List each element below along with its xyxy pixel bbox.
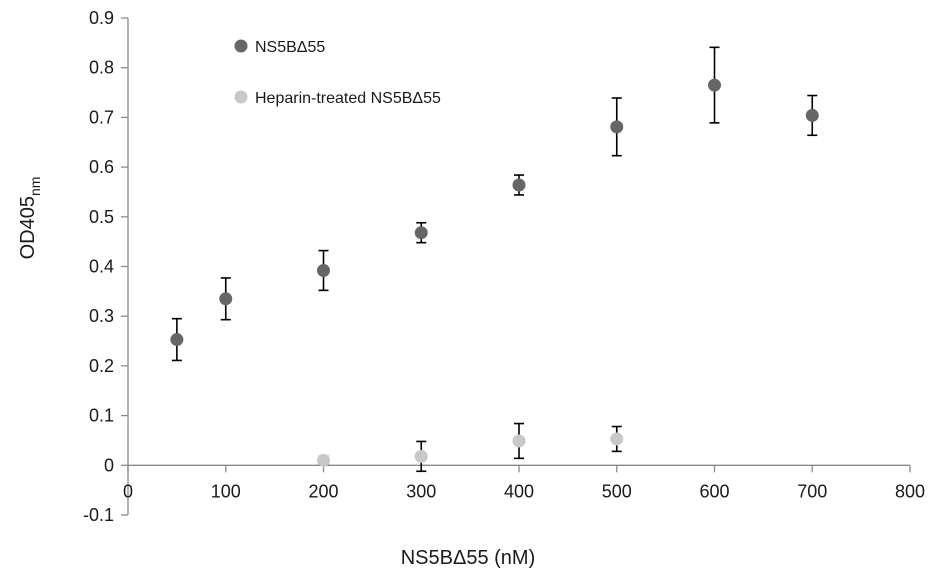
y-tick-label: 0.2 [89,356,114,376]
y-axis-title-subscript: nm [27,177,43,196]
point-ns5b [805,108,819,122]
axes [121,17,911,516]
point-ns5b [708,78,721,92]
point-ns5b [512,178,526,192]
point-ns5b [219,292,233,306]
x-tick-label: 300 [406,481,436,501]
y-tick-label: 0.5 [89,207,114,227]
y-tick-labels: -0.1 0 0.1 0.2 0.3 0.4 0.5 0.6 0.7 0.8 0.9 [83,8,114,525]
x-tick-label: 0 [123,481,133,501]
x-tick-label: 400 [504,481,534,501]
y-tick-label: 0.9 [89,8,114,28]
y-tick-label: 0.4 [89,257,114,277]
x-tick-label: 500 [602,481,632,501]
x-tick-label: 600 [699,481,729,501]
data-points [170,78,819,467]
y-axis-title-main: OD405 [17,196,39,259]
x-tick-label: 200 [308,481,338,501]
point-ns5b [610,120,624,134]
y-tick-label: 0.6 [89,157,114,177]
x-tick-labels: 0 100 200 300 400 500 600 700 800 [123,481,925,501]
legend-item-ns5b: NS5BΔ55 [234,39,325,56]
point-ns5b [317,263,330,277]
error-bars [171,46,818,473]
legend-marker-heparin [234,90,248,104]
point-heparin [414,449,428,463]
y-tick-label: 0.1 [89,406,114,426]
point-heparin [512,434,526,448]
legend-marker-ns5b [234,39,248,53]
x-tick-label: 700 [797,481,827,501]
point-ns5b [170,333,184,347]
point-heparin [610,432,624,446]
legend: NS5BΔ55 Heparin-treated NS5BΔ55 [234,39,441,107]
y-tick-label: 0.7 [89,107,114,127]
x-tick-label: 100 [211,481,241,501]
legend-label-ns5b: NS5BΔ55 [255,39,325,56]
x-axis-title: NS5BΔ55 (nM) [401,547,536,569]
y-tick-label: 0 [104,455,114,475]
point-ns5b [414,226,428,240]
legend-item-heparin: Heparin-treated NS5BΔ55 [234,90,441,107]
y-axis-title: OD405nm [17,177,43,260]
x-tick-label: 800 [895,481,925,501]
y-tick-label: -0.1 [83,505,114,525]
legend-label-heparin: Heparin-treated NS5BΔ55 [255,90,441,107]
point-heparin [317,453,330,467]
y-tick-label: 0.8 [89,58,114,78]
y-tick-label: 0.3 [89,306,114,326]
